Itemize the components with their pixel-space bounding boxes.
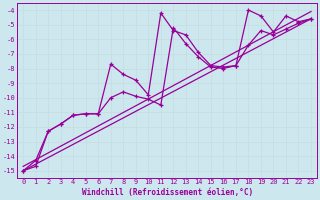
X-axis label: Windchill (Refroidissement éolien,°C): Windchill (Refroidissement éolien,°C) xyxy=(82,188,252,197)
